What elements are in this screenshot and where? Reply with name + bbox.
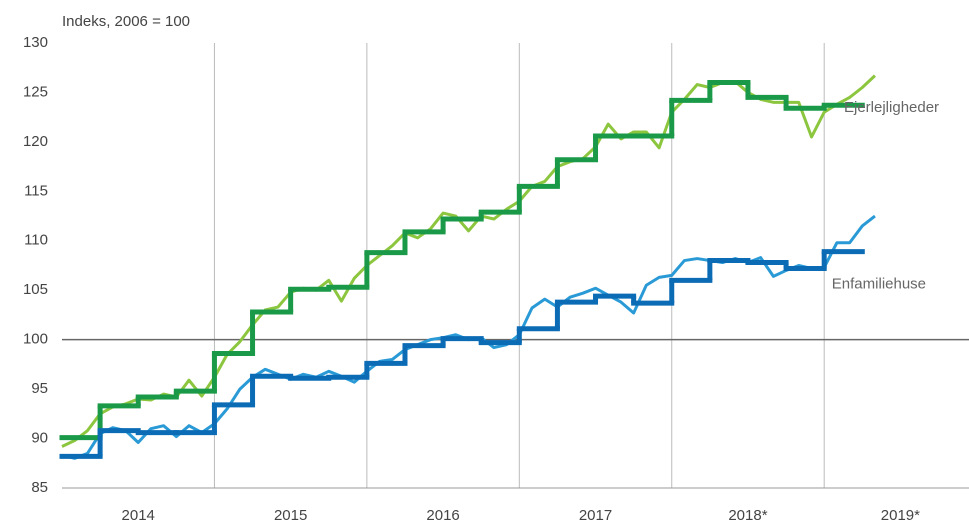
y-tick-label: 90	[31, 430, 48, 447]
y-axis-label: Indeks, 2006 = 100	[62, 13, 190, 30]
x-tick-label: 2017	[579, 507, 612, 524]
y-tick-label: 95	[31, 380, 48, 397]
x-tick-label: 2018*	[728, 507, 767, 524]
x-tick-label: 2014	[122, 507, 155, 524]
y-tick-label: 105	[23, 281, 48, 298]
y-tick-label: 125	[23, 83, 48, 100]
y-tick-label: 110	[24, 232, 48, 249]
annotation: Enfamiliehuse	[832, 275, 926, 292]
y-tick-label: 100	[23, 331, 48, 348]
y-tick-label: 85	[31, 479, 48, 496]
y-tick-label: 115	[24, 182, 48, 199]
y-tick-label: 130	[23, 34, 48, 51]
x-tick-label: 2019*	[881, 507, 920, 524]
x-tick-label: 2015	[274, 507, 307, 524]
x-tick-label: 2016	[426, 507, 459, 524]
y-tick-label: 120	[23, 133, 48, 150]
annotation: Ejerlejligheder	[844, 99, 939, 116]
